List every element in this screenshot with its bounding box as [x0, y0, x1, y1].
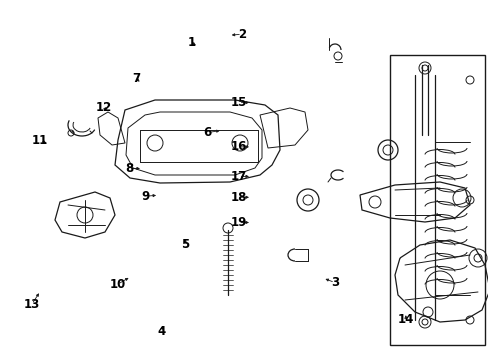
Text: 8: 8 — [125, 162, 133, 175]
Text: 2: 2 — [238, 28, 245, 41]
Text: 13: 13 — [23, 298, 40, 311]
Text: 18: 18 — [230, 191, 246, 204]
Text: 16: 16 — [230, 140, 246, 153]
Text: 15: 15 — [230, 96, 246, 109]
Text: 10: 10 — [109, 278, 125, 291]
Text: 14: 14 — [397, 313, 413, 326]
Text: 11: 11 — [32, 134, 48, 147]
Text: 1: 1 — [187, 36, 195, 49]
Text: 6: 6 — [203, 126, 211, 139]
Text: 4: 4 — [157, 325, 165, 338]
Text: 19: 19 — [230, 216, 246, 229]
Text: 3: 3 — [330, 276, 338, 289]
Text: 17: 17 — [230, 170, 246, 183]
Text: 9: 9 — [142, 190, 149, 203]
Text: 12: 12 — [96, 101, 112, 114]
Bar — [389, 55, 484, 345]
Text: 7: 7 — [132, 72, 140, 85]
Text: 5: 5 — [181, 238, 188, 251]
